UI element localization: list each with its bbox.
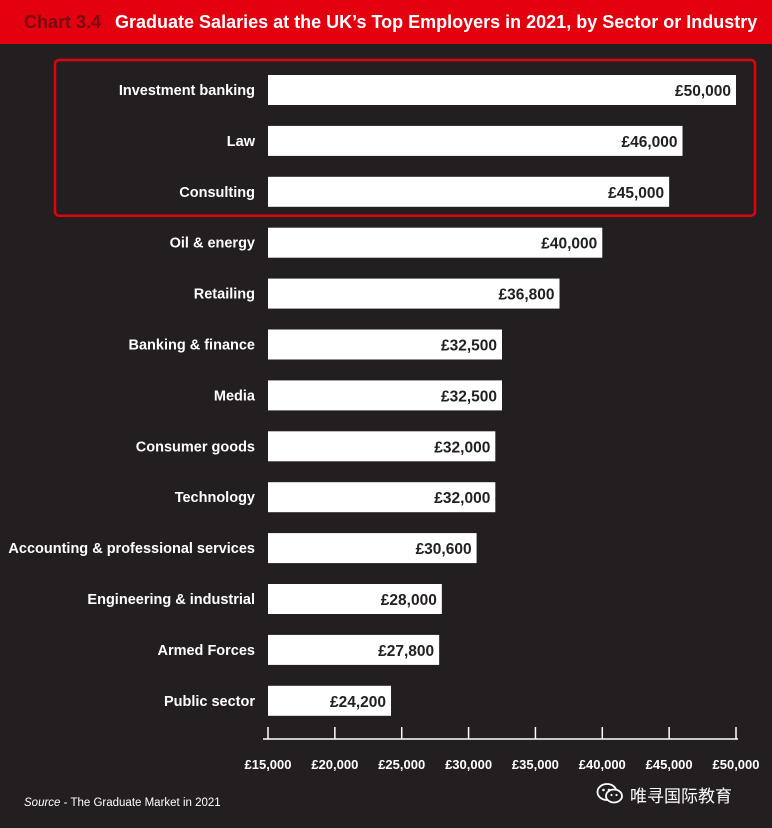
source-text: - The Graduate Market in 2021 xyxy=(60,797,221,809)
bar xyxy=(268,431,496,462)
category-label: Investment banking xyxy=(119,83,255,99)
value-label: £40,000 xyxy=(541,236,597,253)
category-label: Public sector xyxy=(164,694,255,710)
source-label: Source xyxy=(24,797,61,809)
bar xyxy=(268,329,502,360)
bar xyxy=(268,75,736,105)
x-tick-label: £25,000 xyxy=(378,757,425,772)
bar xyxy=(268,176,670,207)
bar xyxy=(268,380,502,411)
value-label: £36,800 xyxy=(498,287,554,304)
bar xyxy=(268,634,440,665)
value-label: £45,000 xyxy=(608,185,664,202)
x-tick-label: £35,000 xyxy=(512,757,559,772)
bar xyxy=(268,482,496,513)
x-tick-label: £20,000 xyxy=(311,757,358,772)
value-label: £30,600 xyxy=(416,541,472,558)
category-label: Oil & energy xyxy=(170,236,255,252)
value-label: £32,500 xyxy=(441,338,497,355)
category-label: Banking & finance xyxy=(129,338,256,354)
category-label: Consumer goods xyxy=(136,439,255,455)
value-label: £27,800 xyxy=(378,643,434,660)
source-note: Source - The Graduate Market in 2021 xyxy=(24,797,221,809)
bar xyxy=(268,584,442,614)
highlight-box xyxy=(53,58,757,217)
category-label: Law xyxy=(227,134,256,150)
category-label: Armed Forces xyxy=(157,643,255,659)
category-label: Technology xyxy=(175,490,255,506)
value-label: £46,000 xyxy=(621,134,677,151)
category-label: Engineering & industrial xyxy=(87,592,255,608)
value-label: £32,000 xyxy=(434,490,490,507)
chart-number: Chart 3.4 xyxy=(24,11,102,32)
x-tick-label: £50,000 xyxy=(713,757,760,772)
x-tick-label: £40,000 xyxy=(579,757,626,772)
value-label: £32,000 xyxy=(434,439,490,456)
category-label: Consulting xyxy=(179,185,255,201)
bar xyxy=(268,685,392,716)
bar xyxy=(268,227,603,258)
x-tick-label: £45,000 xyxy=(646,757,693,772)
title-bar: Chart 3.4 Graduate Salaries at the UK’s … xyxy=(0,0,772,44)
value-label: £24,200 xyxy=(330,694,386,711)
category-label: Retailing xyxy=(194,287,255,303)
category-label: Media xyxy=(214,388,256,404)
watermark: 唯寻国际教育 xyxy=(596,782,732,807)
x-tick-label: £15,000 xyxy=(245,757,292,772)
value-label: £32,500 xyxy=(441,388,497,405)
value-label: £28,000 xyxy=(381,592,437,609)
bar xyxy=(268,278,560,309)
chart-title: Graduate Salaries at the UK’s Top Employ… xyxy=(115,11,758,32)
value-label: £50,000 xyxy=(675,83,731,100)
bar xyxy=(268,125,683,156)
bar xyxy=(268,533,477,564)
watermark-text: 唯寻国际教育 xyxy=(630,786,732,807)
x-tick-label: £30,000 xyxy=(445,757,492,772)
category-label: Accounting & professional services xyxy=(8,541,255,557)
wechat-icon xyxy=(596,783,623,804)
bar-chart: Investment banking £50,000 Law £46,000 Consu… xyxy=(8,58,760,772)
